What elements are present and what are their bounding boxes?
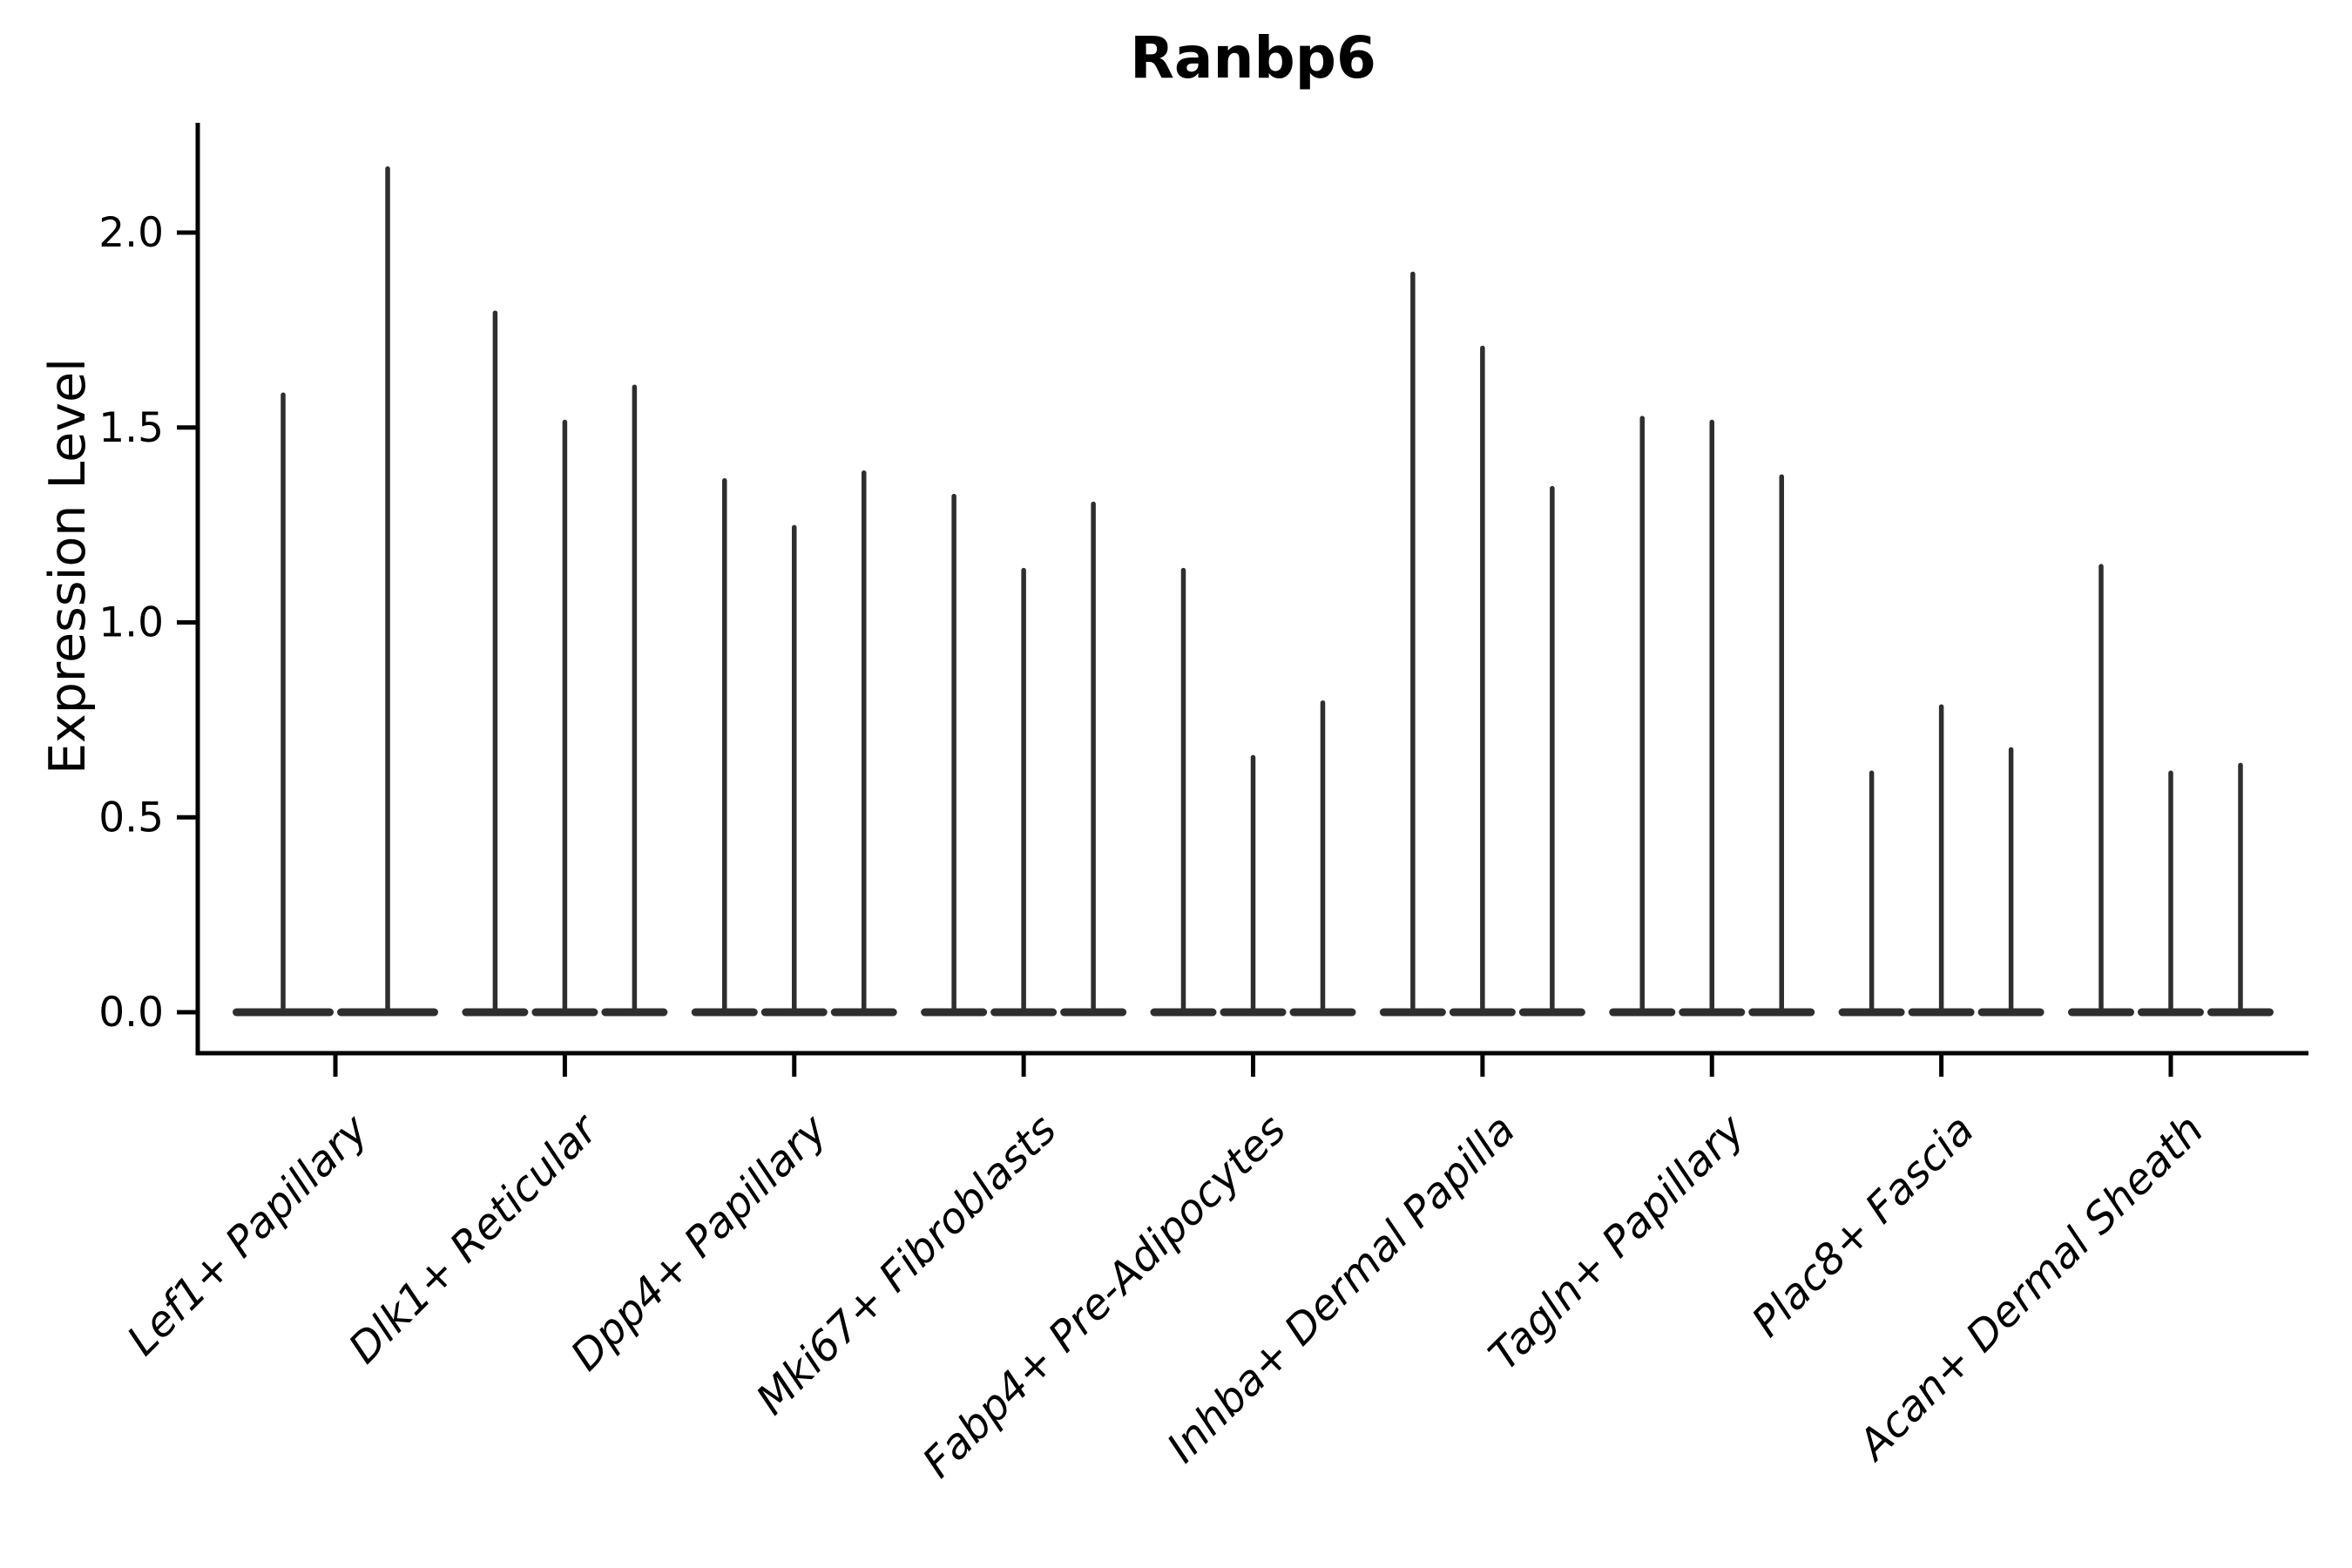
- violin-spike: [722, 477, 727, 1015]
- violin-spike: [562, 419, 568, 1015]
- x-tick-label: Tagln+ Papillary: [1479, 1105, 1754, 1380]
- violin-spike: [1320, 700, 1326, 1015]
- violin-spike: [951, 493, 956, 1015]
- violin-spike: [632, 384, 638, 1015]
- violin-spike: [385, 166, 390, 1016]
- violin-spike: [1091, 501, 1096, 1015]
- x-tick-label: Dpp4+ Papillary: [562, 1105, 837, 1380]
- violin-spike: [2168, 770, 2173, 1015]
- violin-spike: [1639, 416, 1645, 1015]
- violin-spike: [1250, 754, 1256, 1015]
- violin-spike: [2008, 747, 2014, 1015]
- violin-spike: [2099, 564, 2104, 1015]
- y-tick-label: 1.0: [98, 599, 164, 647]
- x-tick-label: Fabp4+ Pre-Adipocytes: [913, 1105, 1295, 1488]
- violin-spike: [1021, 567, 1026, 1015]
- violin-spike: [1550, 485, 1555, 1015]
- y-tick-label: 1.5: [98, 404, 164, 452]
- y-tick-label: 2.0: [98, 209, 164, 257]
- violin-spike: [1779, 474, 1784, 1015]
- violin-spike: [492, 310, 498, 1015]
- x-tick-label: Lef1+ Papillary: [118, 1105, 378, 1365]
- violin-spike: [280, 392, 286, 1016]
- y-tick-label: 0.0: [98, 989, 164, 1037]
- chart-title: Ranbp6: [1130, 24, 1376, 91]
- violin-spike: [792, 524, 797, 1015]
- y-tick-label: 0.5: [98, 794, 164, 841]
- violin-spike: [1869, 770, 1875, 1015]
- x-tick-label: Plac8+ Fascia: [1742, 1105, 1984, 1347]
- violin-spike: [1410, 271, 1416, 1015]
- violin-spike: [1480, 345, 1485, 1015]
- violin-spike: [862, 470, 867, 1015]
- violin-spike: [1180, 567, 1186, 1015]
- violin-spike: [1709, 419, 1714, 1015]
- violin-spike: [1938, 704, 1944, 1015]
- violin-spike: [2238, 762, 2243, 1015]
- x-tick-label: Dlk1+ Reticular: [340, 1104, 610, 1374]
